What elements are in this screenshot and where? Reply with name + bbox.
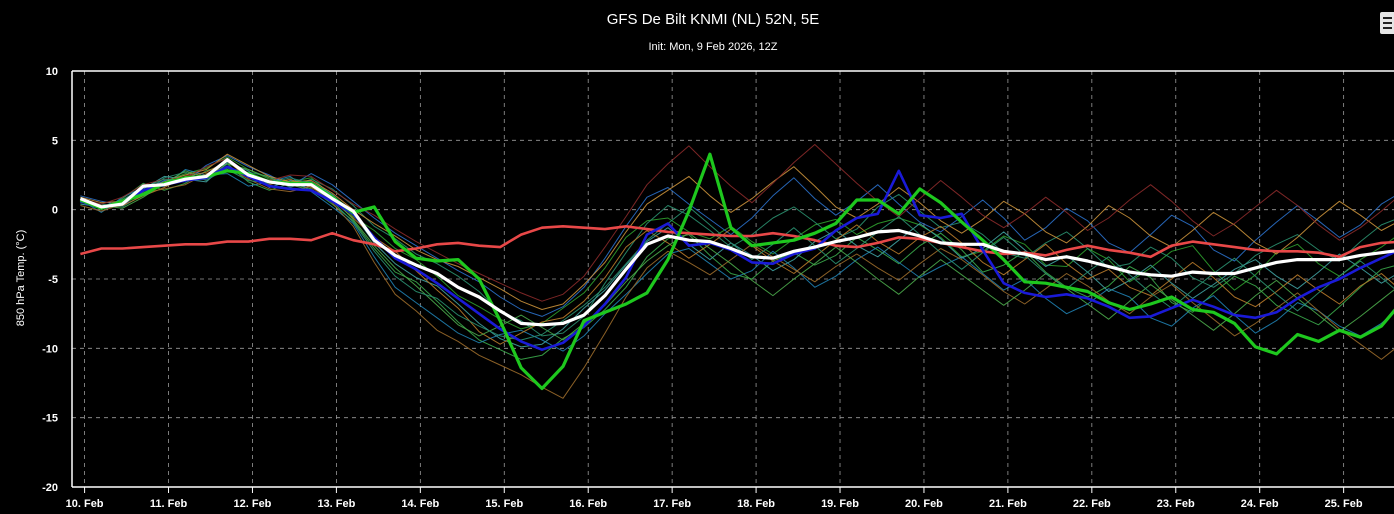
chart-subtitle: Init: Mon, 9 Feb 2026, 12Z [648, 41, 777, 53]
x-tick-label: 13. Feb [317, 498, 355, 510]
x-tick-label: 24. Feb [1241, 498, 1279, 510]
y-tick-label: -20 [42, 482, 58, 494]
ensemble-member-line [80, 169, 1394, 352]
grid-lines [72, 71, 1394, 487]
x-tick-label: 17. Feb [653, 498, 691, 510]
menu-bar-icon [1383, 27, 1392, 29]
chart-menu-button[interactable] [1380, 12, 1394, 34]
ensemble-member-line [80, 166, 1394, 399]
x-tick-label: 22. Feb [1073, 498, 1111, 510]
y-tick-label: -10 [42, 343, 58, 355]
x-tick-label: 16. Feb [569, 498, 607, 510]
y-tick-label: 10 [46, 66, 58, 78]
y-tick-label: 5 [52, 135, 58, 147]
menu-bar-icon [1383, 22, 1392, 24]
x-tick-label: 18. Feb [737, 498, 775, 510]
chart-title: GFS De Bilt KNMI (NL) 52N, 5E [607, 11, 820, 28]
x-tick-label: 14. Feb [401, 498, 439, 510]
ensemble-member-line [80, 153, 1394, 310]
menu-bar-icon [1383, 17, 1392, 19]
x-tick-label: 11. Feb [150, 498, 188, 510]
climate-line [80, 225, 1394, 259]
ensemble-member-line [80, 155, 1394, 317]
x-tick-label: 21. Feb [989, 498, 1027, 510]
x-tick-label: 10. Feb [66, 498, 104, 510]
y-axis-label: 850 hPa Temp. (°C) [15, 230, 27, 327]
ensemble-member-line [80, 144, 1394, 302]
x-tick-label: 12. Feb [234, 498, 272, 510]
x-tick-label: 20. Feb [905, 498, 943, 510]
ensemble-mean-line [79, 158, 1394, 327]
y-tick-label: 0 [52, 205, 58, 217]
y-tick-label: -15 [42, 413, 58, 425]
series-layer [79, 144, 1394, 399]
ensemble-member-line [80, 163, 1394, 360]
x-tick-label: 15. Feb [485, 498, 523, 510]
x-tick-label: 25. Feb [1325, 498, 1363, 510]
x-tick-label: 23. Feb [1157, 498, 1195, 510]
x-tick-label: 19. Feb [821, 498, 859, 510]
axis-layer: 10 5 0 -5 -10 -15 -20 10. Feb 11. Feb 12. Feb 13. … [42, 66, 1394, 510]
y-tick-label: -5 [48, 274, 58, 286]
operational-line [79, 165, 1394, 351]
